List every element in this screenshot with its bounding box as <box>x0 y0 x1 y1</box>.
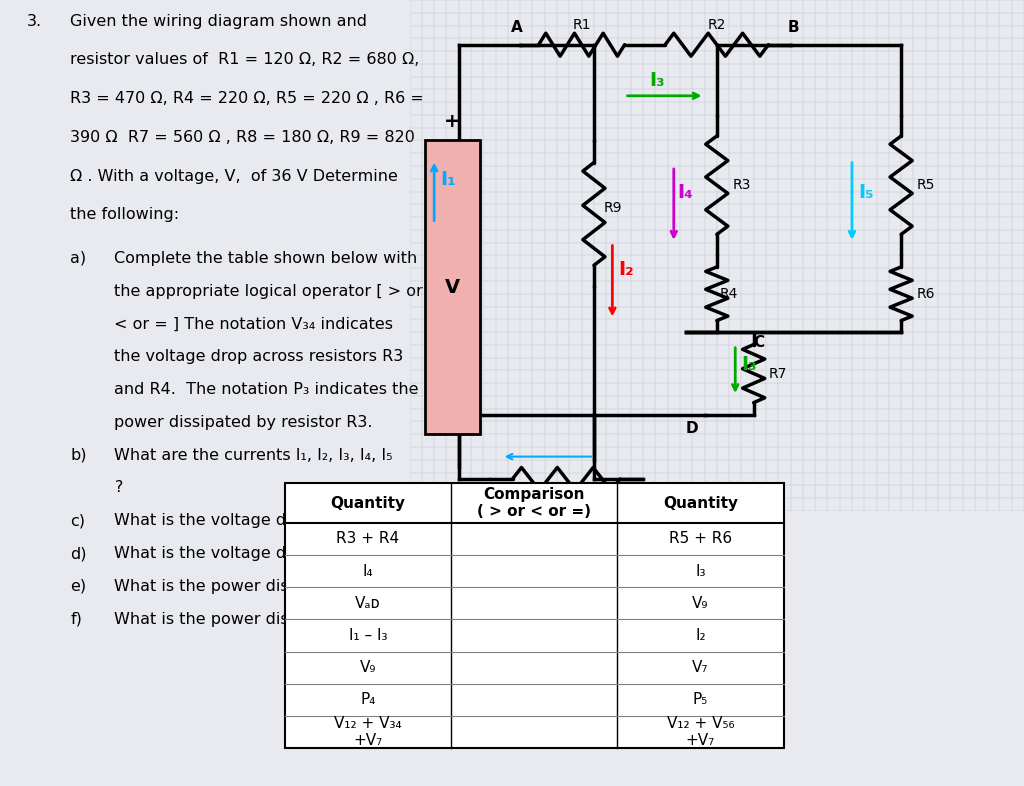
Bar <box>285 483 783 748</box>
Text: V₁₂ + V₃₄
+V₇: V₁₂ + V₃₄ +V₇ <box>334 716 401 748</box>
Text: C: C <box>754 336 765 351</box>
Text: the appropriate logical operator [ > or: the appropriate logical operator [ > or <box>115 284 423 299</box>
Text: +: + <box>444 112 461 131</box>
Text: 3.: 3. <box>27 13 42 28</box>
Text: What is the voltage drop across R7?: What is the voltage drop across R7? <box>115 546 404 561</box>
Text: Comparison
( > or < or =): Comparison ( > or < or =) <box>477 487 591 520</box>
Text: Complete the table shown below with: Complete the table shown below with <box>115 251 418 266</box>
Text: d): d) <box>71 546 87 561</box>
Text: a): a) <box>71 251 87 266</box>
Text: V: V <box>445 278 460 297</box>
Text: What are the currents I₁, I₂, I₃, I₄, I₅: What are the currents I₁, I₂, I₃, I₄, I₅ <box>115 448 393 463</box>
Text: R8: R8 <box>557 495 575 509</box>
Text: V₇: V₇ <box>692 660 709 675</box>
Text: Vₐᴅ: Vₐᴅ <box>355 596 381 611</box>
Bar <box>425 141 480 434</box>
Text: R6: R6 <box>916 287 935 301</box>
Text: B: B <box>787 20 800 35</box>
Text: I₁ – I₃: I₁ – I₃ <box>348 628 387 643</box>
Text: the voltage drop across resistors R3: the voltage drop across resistors R3 <box>115 349 403 364</box>
Text: Quantity: Quantity <box>663 495 738 511</box>
Text: 390 Ω  R7 = 560 Ω , R8 = 180 Ω, R9 = 820: 390 Ω R7 = 560 Ω , R8 = 180 Ω, R9 = 820 <box>71 130 416 145</box>
Text: b): b) <box>71 448 87 463</box>
Text: f): f) <box>71 612 82 626</box>
Text: R9: R9 <box>603 200 622 215</box>
Text: P₄: P₄ <box>360 692 376 707</box>
Text: V₁₂ + V₅₆
+V₇: V₁₂ + V₅₆ +V₇ <box>667 716 734 748</box>
Text: I₁: I₁ <box>440 171 456 189</box>
Text: I₄: I₄ <box>677 183 692 202</box>
Text: power dissipated by resistor R3.: power dissipated by resistor R3. <box>115 415 373 430</box>
Text: I₃: I₃ <box>741 355 757 374</box>
Text: I₄: I₄ <box>362 564 373 578</box>
Text: I₂: I₂ <box>695 628 706 643</box>
Text: I₅: I₅ <box>858 183 873 202</box>
Text: Given the wiring diagram shown and: Given the wiring diagram shown and <box>71 13 368 28</box>
Text: A: A <box>511 20 523 35</box>
Text: V₉: V₉ <box>359 660 376 675</box>
Text: R5: R5 <box>916 178 935 193</box>
Text: I₂: I₂ <box>618 259 634 278</box>
Text: R5 + R6: R5 + R6 <box>669 531 732 546</box>
Text: I₃: I₃ <box>695 564 706 578</box>
Text: What is the voltage drop across R2?: What is the voltage drop across R2? <box>115 513 404 528</box>
Text: the following:: the following: <box>71 208 179 222</box>
Text: R3 = 470 Ω, R4 = 220 Ω, R5 = 220 Ω , R6 =: R3 = 470 Ω, R4 = 220 Ω, R5 = 220 Ω , R6 … <box>71 91 424 106</box>
Text: Quantity: Quantity <box>331 495 406 511</box>
Text: ?: ? <box>115 480 123 495</box>
Text: c): c) <box>71 513 85 528</box>
Text: Ω . With a voltage, V,  of 36 V Determine: Ω . With a voltage, V, of 36 V Determine <box>71 169 398 184</box>
Text: R4: R4 <box>720 287 738 301</box>
Text: resistor values of  R1 = 120 Ω, R2 = 680 Ω,: resistor values of R1 = 120 Ω, R2 = 680 … <box>71 53 420 68</box>
Text: V₉: V₉ <box>692 596 709 611</box>
Text: What is the power dissipated by R5?: What is the power dissipated by R5? <box>115 579 408 594</box>
Text: e): e) <box>71 579 87 594</box>
Text: P₅: P₅ <box>693 692 708 707</box>
Text: R1: R1 <box>572 18 591 32</box>
Text: R2: R2 <box>708 18 726 32</box>
Text: R7: R7 <box>769 366 787 380</box>
Text: R3: R3 <box>732 178 751 193</box>
Text: I₃: I₃ <box>649 72 665 90</box>
Text: D: D <box>686 421 698 436</box>
Text: and R4.  The notation P₃ indicates the: and R4. The notation P₃ indicates the <box>115 382 419 397</box>
Text: R3 + R4: R3 + R4 <box>336 531 399 546</box>
Text: < or = ] The notation V₃₄ indicates: < or = ] The notation V₃₄ indicates <box>115 317 393 332</box>
Text: What is the power dissipated by R9?: What is the power dissipated by R9? <box>115 612 408 626</box>
